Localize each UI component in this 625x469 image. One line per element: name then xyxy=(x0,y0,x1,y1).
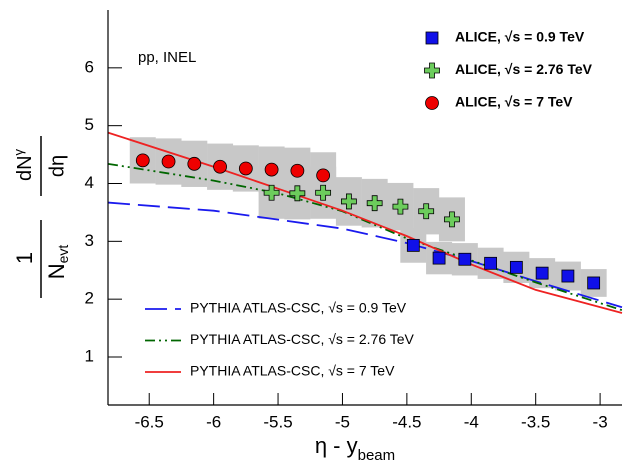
circle-marker xyxy=(316,168,331,183)
legend-label: ALICE, √s = 0.9 TeV xyxy=(455,29,585,45)
square-marker xyxy=(432,251,446,265)
x-tick-label: -6.5 xyxy=(135,412,164,431)
x-tick-label: -3 xyxy=(593,412,608,431)
cross-marker xyxy=(340,193,357,210)
circle-marker xyxy=(264,162,279,177)
marks xyxy=(135,153,601,290)
square-marker xyxy=(484,256,498,270)
x-label-part: η - y xyxy=(315,433,358,458)
model-line xyxy=(107,162,623,312)
circle-marker xyxy=(135,153,150,168)
y-tick-label: 1 xyxy=(85,346,94,365)
cross-marker xyxy=(444,211,460,228)
y-tick-label: 2 xyxy=(85,289,94,308)
square-marker xyxy=(535,266,549,280)
cross-marker xyxy=(315,184,332,201)
x-tick-label: -3.5 xyxy=(521,412,550,431)
y-tick-label: 4 xyxy=(85,173,94,192)
cross-marker xyxy=(424,62,440,79)
square-marker xyxy=(587,276,601,290)
circle-marker xyxy=(187,156,202,171)
y-label-part: 1 xyxy=(12,252,37,264)
y-label-part: γ xyxy=(11,148,26,155)
x-axis-label: η - ybeam xyxy=(315,433,395,464)
cross-marker xyxy=(289,185,306,202)
y-axis-label: 1 Nevt dNγ dη xyxy=(11,136,71,298)
legend-label: PYTHIA ATLAS-CSC, √s = 0.9 TeV xyxy=(190,300,407,316)
y-tick-label: 3 xyxy=(85,231,94,250)
legend-label: ALICE, √s = 7 TeV xyxy=(455,94,573,110)
y-tick-label: 5 xyxy=(85,115,94,134)
cross-marker xyxy=(366,195,383,212)
circle-marker xyxy=(213,159,227,174)
x-label-part: beam xyxy=(358,447,396,464)
circle-marker xyxy=(161,154,176,169)
y-label-part: N xyxy=(44,263,69,279)
legend: ALICE, √s = 0.9 TeV ALICE, √s = 2.76 TeV A… xyxy=(145,29,593,379)
circle-marker xyxy=(238,161,253,176)
y-label-part: dη xyxy=(46,155,68,177)
square-marker xyxy=(425,31,439,45)
y-tick-label: 6 xyxy=(85,57,94,76)
x-tick-label: -4 xyxy=(464,412,479,431)
square-marker xyxy=(509,260,523,274)
legend-label: ALICE, √s = 2.76 TeV xyxy=(455,61,593,77)
legend-label: PYTHIA ATLAS-CSC, √s = 2.76 TeV xyxy=(190,331,415,347)
x-tick-label: -6 xyxy=(206,412,221,431)
x-tick-label: -4.5 xyxy=(392,412,421,431)
annotation: pp, INEL xyxy=(138,49,196,66)
circle-marker xyxy=(290,163,305,178)
cross-marker xyxy=(392,198,409,215)
y-label-part: evt xyxy=(55,245,71,264)
y-label-part: dN xyxy=(14,155,36,181)
y-label-part: Nevt xyxy=(44,245,71,280)
square-marker xyxy=(406,238,420,252)
x-tick-label: -5 xyxy=(335,412,350,431)
square-marker xyxy=(561,269,575,283)
legend-label: PYTHIA ATLAS-CSC, √s = 7 TeV xyxy=(190,363,395,379)
axes: -6.5 -6 -5.5 -5 -4.5 -4 -3.5 -3 1 2 3 4 5 6 xyxy=(85,10,622,431)
cross-marker xyxy=(263,184,280,201)
square-marker xyxy=(458,252,472,266)
circle-marker xyxy=(425,96,439,110)
cross-marker xyxy=(418,203,435,220)
y-label-part: dNγ xyxy=(11,148,36,181)
model-line xyxy=(107,201,623,309)
x-tick-label: -5.5 xyxy=(263,412,292,431)
